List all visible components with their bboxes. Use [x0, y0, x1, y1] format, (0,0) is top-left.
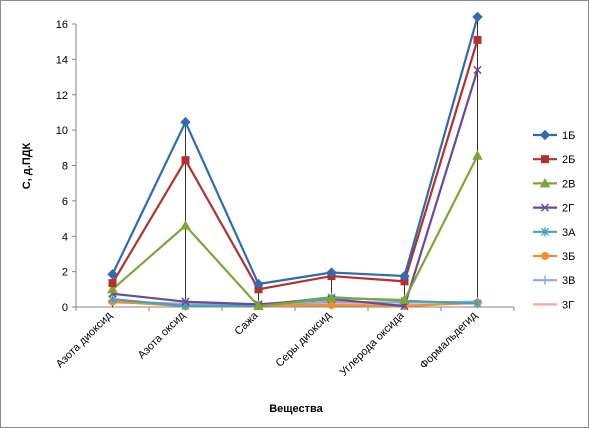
legend-swatch-marker	[541, 155, 550, 164]
y-tick-label: 16	[56, 19, 68, 31]
series-5-point	[473, 298, 482, 309]
y-tick-label: 2	[62, 267, 68, 279]
series-1	[107, 11, 483, 290]
x-tick-label: Формальдегид	[418, 309, 480, 371]
legend-item: 2Г	[533, 203, 574, 215]
series-4	[108, 65, 482, 311]
y-tick-label: 14	[56, 54, 68, 66]
legend-swatch-marker	[541, 251, 550, 260]
series-3-point	[326, 292, 337, 303]
legend-item: 3Г	[533, 299, 574, 311]
legend-label: 3Г	[562, 299, 574, 311]
series-1-point	[180, 116, 191, 128]
legend-label: 2В	[562, 178, 575, 190]
series-3	[107, 150, 483, 311]
series-6-point	[327, 301, 336, 310]
series-1-line	[111, 16, 479, 286]
legend-swatch-marker	[540, 227, 550, 237]
y-axis-title: С, д.ПДК	[21, 142, 33, 189]
series-7-line	[112, 299, 478, 307]
series-3-point	[253, 300, 264, 311]
legend-item: 3В	[533, 275, 575, 287]
legend-label: 2Б	[562, 154, 575, 166]
y-tick-label: 0	[62, 302, 68, 314]
x-tick-label: Азота диоксид	[54, 309, 115, 370]
legend-item: 1Б	[533, 129, 575, 142]
x-tick-label: Серы диоксид	[274, 309, 334, 369]
series-2-point	[181, 156, 190, 165]
series-4-line	[112, 69, 479, 308]
legend-swatch-marker	[539, 177, 551, 188]
legend: 1Б 2Б 2В 2Г 3А 3Б 3В 3Г	[533, 129, 576, 311]
y-tick-label: 6	[62, 196, 68, 208]
legend-item: 2Б	[533, 154, 575, 166]
x-tick-label: Азота оксид	[136, 309, 188, 361]
x-tick-label: Углерода оксида	[338, 309, 408, 379]
series-4-point	[181, 297, 190, 306]
legend-label: 3В	[562, 275, 575, 287]
legend-label: 2Г	[562, 203, 574, 215]
series-3-point	[472, 150, 483, 160]
legend-label: 3А	[562, 227, 576, 239]
series-1-point	[399, 270, 410, 282]
legend-item: 2В	[533, 177, 575, 190]
x-axis-title: Вещества	[269, 403, 323, 415]
series-1-point	[326, 267, 337, 278]
plot-area: 0 2 4 6 8 10 12 14 16 Азота диоксид Азота оксид Саж…	[54, 11, 515, 379]
x-tick-label: Сажа	[233, 309, 262, 338]
y-tick-label: 4	[62, 231, 68, 243]
series-4-point	[473, 65, 482, 75]
legend-swatch-marker	[540, 275, 550, 285]
series-3-line	[111, 155, 479, 308]
legend-item: 3А	[533, 227, 576, 239]
series-1-point	[472, 11, 483, 23]
series-3-point	[180, 220, 191, 230]
legend-label: 1Б	[562, 130, 575, 142]
y-tick-label: 12	[56, 90, 68, 102]
legend-swatch-marker	[540, 203, 550, 212]
series-1-point	[253, 278, 264, 290]
series-2-line	[111, 39, 479, 291]
series-2-point	[108, 279, 117, 288]
y-tick-label: 8	[62, 161, 68, 173]
y-tick-label: 10	[56, 125, 68, 137]
legend-item: 3Б	[533, 251, 575, 263]
legend-label: 3Б	[562, 251, 575, 263]
series-2-point	[473, 35, 482, 44]
legend-swatch-marker	[539, 129, 551, 141]
series-3-point	[107, 283, 118, 294]
series-1-point	[107, 269, 118, 280]
series-3-point	[399, 294, 410, 304]
